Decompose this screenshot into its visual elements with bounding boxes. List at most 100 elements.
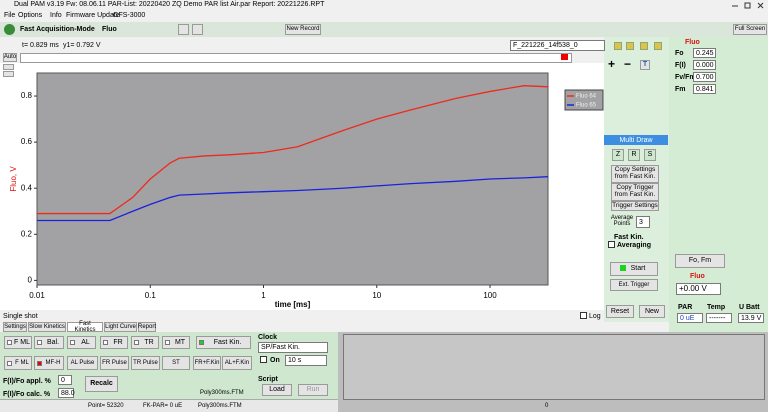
y-axis-label: Fluo, V bbox=[9, 166, 18, 192]
fo-fm-button[interactable]: Fo, Fm bbox=[675, 254, 725, 268]
zoom-in[interactable]: + bbox=[608, 57, 616, 71]
spin-up[interactable] bbox=[3, 64, 14, 70]
status-label: PAR bbox=[678, 304, 693, 311]
menu-item[interactable]: Info bbox=[50, 12, 62, 19]
tab[interactable]: Fast Kinetics bbox=[67, 321, 103, 333]
status-text: Poly300ms.FTM bbox=[198, 403, 242, 409]
view-icon[interactable] bbox=[192, 24, 203, 35]
status-value: ------- bbox=[706, 313, 732, 323]
indicator bbox=[37, 340, 42, 345]
y-tick-label: 0.6 bbox=[21, 137, 33, 146]
zrs-button[interactable]: Z bbox=[612, 149, 624, 161]
control-button[interactable]: TR Pulse bbox=[131, 356, 160, 370]
indicator bbox=[7, 340, 12, 345]
lower-tick-label: 0 bbox=[545, 403, 549, 409]
new-button[interactable]: New bbox=[639, 305, 665, 318]
tool-icon[interactable] bbox=[614, 42, 622, 50]
tool-icon[interactable] bbox=[640, 42, 648, 50]
indicator bbox=[134, 340, 139, 345]
tab[interactable]: Settings bbox=[3, 322, 27, 332]
spin-down[interactable] bbox=[3, 71, 14, 77]
legend-label: Fluo 64 bbox=[576, 94, 597, 100]
param-value: 0.245 bbox=[693, 48, 716, 58]
fi-fo-calc-label: F(I)/Fo calc. % bbox=[3, 391, 51, 398]
y-tick-label: 0.8 bbox=[21, 91, 33, 100]
average-points-field[interactable]: 3 bbox=[636, 216, 650, 228]
param-value: 0.700 bbox=[693, 72, 716, 82]
x-tick-label: 1 bbox=[261, 291, 266, 300]
cursor-y: y1= 0.792 V bbox=[63, 42, 101, 49]
auto-button[interactable]: Auto bbox=[3, 53, 17, 62]
param-label: Fv/Fm bbox=[675, 74, 696, 81]
control-button[interactable]: Fast Kin. bbox=[196, 336, 251, 349]
x-tick-label: 0.1 bbox=[145, 291, 157, 300]
trigger-settings-button[interactable]: Trigger Settings bbox=[611, 201, 659, 211]
menu-item[interactable]: Firmware Update bbox=[66, 12, 120, 19]
checkbox[interactable] bbox=[608, 241, 615, 248]
log-checkbox-label: Log bbox=[589, 313, 601, 320]
control-button[interactable]: Bal. bbox=[34, 336, 64, 349]
control-button[interactable]: FR+F.Kin bbox=[193, 356, 221, 370]
text-tool[interactable]: T bbox=[640, 60, 650, 70]
param-panel bbox=[669, 37, 768, 332]
indicator bbox=[7, 361, 12, 366]
control-button[interactable]: F ML bbox=[4, 336, 32, 349]
fi-fo-appl-label: F(I)/Fo appl. % bbox=[3, 378, 51, 385]
clock-mode-dropdown[interactable]: SP/Fast Kin. bbox=[258, 342, 328, 353]
status-label: Temp bbox=[707, 304, 726, 311]
menu-item[interactable]: GFS-3000 bbox=[113, 12, 146, 19]
control-button[interactable]: AL bbox=[67, 336, 96, 349]
indicator bbox=[199, 340, 204, 345]
menu-item[interactable]: Options bbox=[18, 12, 43, 19]
window-title: Dual PAM v3.19 Fw: 08.06.11 PAR-List: 20… bbox=[14, 1, 325, 8]
tab[interactable]: Light Curve bbox=[104, 322, 137, 332]
plot-area bbox=[36, 72, 549, 286]
file-dropdown[interactable]: F_221226_14f538_0 bbox=[510, 40, 605, 51]
tool-icon[interactable] bbox=[654, 42, 662, 50]
y-tick-label: 0.2 bbox=[21, 229, 33, 238]
mode-label: Fast Acquisition-Mode bbox=[20, 26, 95, 33]
tab[interactable]: Slow Kinetics bbox=[28, 322, 66, 332]
status-text: FK-PAR= 0 uE bbox=[143, 403, 183, 409]
zrs-button[interactable]: R bbox=[628, 149, 640, 161]
zoom-out[interactable]: − bbox=[624, 57, 632, 71]
tab[interactable]: Report bbox=[138, 322, 156, 332]
start-button[interactable]: Start bbox=[610, 262, 658, 276]
data-line bbox=[37, 176, 549, 222]
control-button[interactable]: ST bbox=[162, 356, 190, 370]
indicator bbox=[37, 361, 42, 366]
control-button[interactable]: FR bbox=[100, 336, 128, 349]
multi-draw-dropdown[interactable]: Multi Draw bbox=[604, 135, 668, 145]
control-button[interactable]: TR bbox=[131, 336, 159, 349]
param-value: 0.000 bbox=[693, 60, 716, 70]
checkbox[interactable] bbox=[260, 356, 267, 363]
run-button[interactable]: Run bbox=[298, 384, 328, 396]
control-button[interactable]: MT bbox=[162, 336, 190, 349]
script-file: Poly300ms.FTM bbox=[200, 390, 244, 396]
control-button[interactable]: AL+F.Kin bbox=[222, 356, 252, 370]
load-button[interactable]: Load bbox=[262, 384, 292, 396]
recalc-button[interactable]: Recalc bbox=[85, 376, 118, 392]
param-label: Fo bbox=[675, 50, 684, 57]
control-button[interactable]: MF-H bbox=[34, 356, 64, 370]
control-button[interactable]: F ML bbox=[4, 356, 32, 370]
control-button[interactable]: FR Pulse bbox=[100, 356, 129, 370]
clock-label: Clock bbox=[258, 334, 278, 341]
reset-button[interactable]: Reset bbox=[606, 305, 634, 318]
checkbox[interactable] bbox=[580, 312, 587, 319]
ext-trigger-button[interactable]: Ext. Trigger bbox=[610, 279, 658, 291]
view-icon[interactable] bbox=[178, 24, 189, 35]
data-line bbox=[37, 85, 549, 215]
full-screen-button[interactable]: Full Screen bbox=[733, 24, 767, 35]
copy-settings-button[interactable]: Copy Settings from Fast Kin. bbox=[611, 165, 659, 183]
new-record-button[interactable]: New Record bbox=[285, 24, 321, 35]
fi-fo-appl-field[interactable]: 0 bbox=[58, 375, 72, 385]
zrs-button[interactable]: S bbox=[644, 149, 656, 161]
tool-icon[interactable] bbox=[626, 42, 634, 50]
menu-item[interactable]: File bbox=[4, 12, 16, 19]
interval-dropdown[interactable]: 10 s bbox=[285, 355, 327, 366]
x-tick-label: 10 bbox=[372, 291, 381, 300]
copy-trigger-button[interactable]: Copy Trigger from Fast Kin. bbox=[611, 183, 659, 201]
control-button[interactable]: AL Pulse bbox=[67, 356, 98, 370]
y-tick-label: 0 bbox=[28, 276, 33, 285]
